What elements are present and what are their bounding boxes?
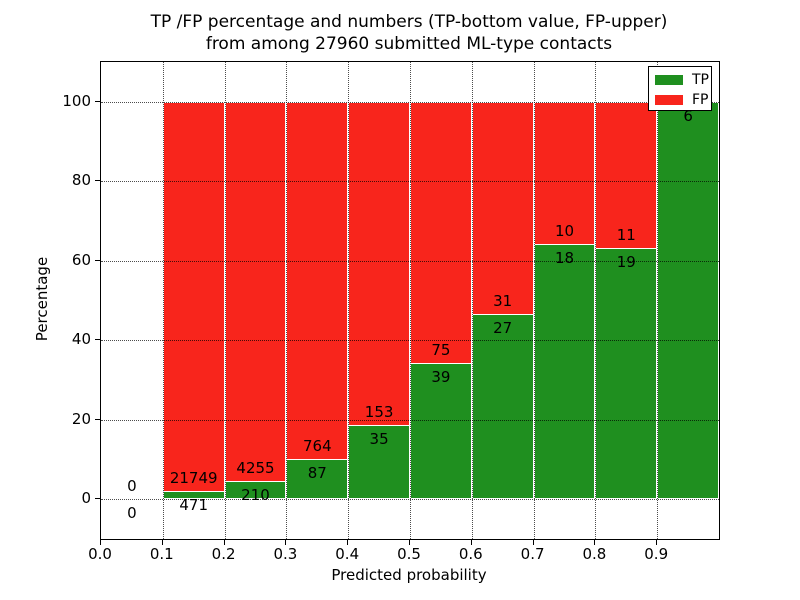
y-axis-label: Percentage (33, 256, 51, 342)
fp-bar (162, 101, 225, 491)
x-tick-mark (594, 539, 596, 545)
x-tick-label: 0.0 (88, 545, 112, 563)
y-tick-mark (95, 180, 100, 182)
tp-count-label: 471 (179, 495, 209, 514)
x-tick-mark (285, 539, 287, 545)
tp-count-label: 27 (493, 319, 513, 338)
tp-count-label: 210 (241, 485, 270, 504)
legend-item-tp: TP (649, 72, 709, 88)
vertical-gridline (533, 62, 535, 539)
vertical-gridline (162, 62, 164, 539)
x-tick-label: 0.6 (458, 545, 483, 563)
x-tick-mark (656, 539, 658, 545)
tp-count-label: 6 (683, 106, 693, 125)
horizontal-gridline (101, 181, 719, 183)
y-tick-label: 20 (71, 409, 91, 428)
fp-bar (595, 101, 658, 248)
tp-count-label: 39 (431, 368, 451, 387)
fp-count-label: 153 (364, 403, 394, 422)
tp-count-label: 35 (369, 430, 389, 449)
x-tick-label: 0.4 (335, 545, 360, 563)
plot-area: TP FP 0 0 21749 471 4255 210 764 87 153 35 75 39 31 2… (100, 61, 720, 540)
tp-bar (286, 458, 349, 500)
y-tick-label: 100 (62, 91, 91, 110)
y-tick-mark (95, 259, 100, 261)
horizontal-gridline (101, 101, 719, 103)
horizontal-gridline (101, 499, 719, 501)
y-tick-mark (95, 498, 100, 500)
y-tick-mark (95, 100, 100, 102)
legend-swatch-tp-icon (655, 75, 683, 85)
y-tick-label: 0 (81, 489, 91, 508)
vertical-gridline (348, 62, 350, 539)
fp-count-label: 0 (127, 477, 137, 496)
x-tick-mark (470, 539, 472, 545)
x-tick-mark (223, 539, 225, 545)
fp-bar (286, 101, 349, 459)
x-tick-mark (532, 539, 534, 545)
x-tick-label: 0.7 (520, 545, 545, 563)
horizontal-gridline (101, 260, 719, 262)
fp-count-label: 4255 (236, 458, 275, 477)
tp-count-label: 0 (127, 504, 137, 523)
x-tick-label: 0.9 (644, 545, 669, 563)
fp-count-label: 21749 (169, 468, 218, 487)
x-tick-mark (347, 539, 349, 545)
legend-label-fp: FP (692, 92, 709, 108)
fp-bar (410, 101, 472, 364)
y-tick-mark (95, 418, 100, 420)
y-tick-label: 40 (71, 330, 91, 349)
y-tick-label: 60 (71, 250, 91, 269)
x-tick-mark (409, 539, 410, 545)
fp-count-label: 764 (302, 436, 332, 455)
tp-bar (657, 101, 719, 500)
horizontal-gridline (101, 419, 719, 421)
vertical-gridline (657, 62, 659, 539)
x-tick-label: 0.3 (273, 545, 298, 563)
x-tick-label: 0.5 (397, 545, 421, 563)
x-tick-label: 0.8 (582, 545, 607, 563)
x-tick-mark (100, 539, 101, 545)
y-tick-mark (95, 339, 100, 341)
tp-count-label: 19 (616, 252, 636, 271)
fp-count-label: 75 (431, 341, 451, 360)
y-tick-label: 80 (71, 171, 91, 190)
x-axis-label: Predicted probability (331, 566, 487, 584)
vertical-gridline (286, 62, 288, 539)
x-tick-label: 0.1 (149, 545, 174, 563)
legend-label-tp: TP (692, 72, 709, 88)
legend-swatch-fp-icon (655, 95, 683, 105)
horizontal-gridline (101, 340, 719, 342)
fp-bar (224, 101, 287, 481)
legend-item-fp: FP (649, 92, 709, 108)
tp-count-label: 18 (554, 248, 575, 267)
vertical-gridline (471, 62, 473, 539)
vertical-gridline (410, 62, 411, 539)
legend: TP FP (648, 66, 712, 111)
fp-count-label: 10 (554, 221, 575, 240)
tp-bar (595, 247, 658, 500)
fp-count-label: 11 (616, 225, 636, 244)
vertical-gridline (595, 62, 597, 539)
tp-bar (533, 243, 596, 500)
x-tick-label: 0.2 (211, 545, 236, 563)
chart-title: TP /FP percentage and numbers (TP-bottom… (150, 12, 668, 54)
vertical-gridline (224, 62, 226, 539)
fp-count-label: 31 (493, 292, 513, 311)
x-tick-mark (161, 539, 163, 545)
tp-bar (471, 314, 534, 500)
tp-bar (348, 425, 410, 500)
fp-bar (348, 101, 410, 426)
tp-count-label: 87 (307, 463, 327, 482)
fp-bar (471, 101, 534, 315)
